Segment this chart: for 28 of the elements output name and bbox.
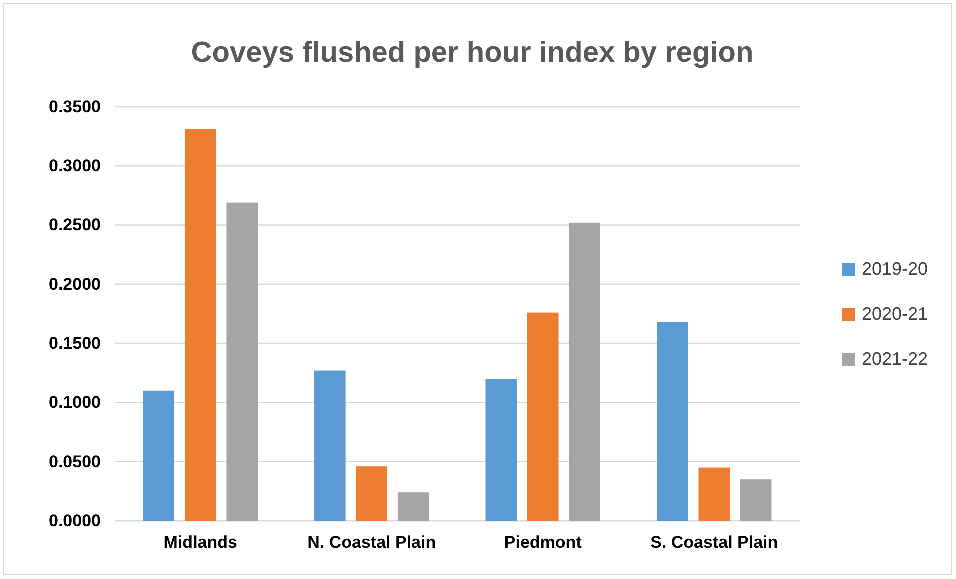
y-tick-label: 0.2500	[49, 216, 101, 235]
x-tick-label: S. Coastal Plain	[650, 533, 778, 552]
y-tick-label: 0.2000	[49, 274, 101, 294]
y-tick-label: 0.3500	[49, 97, 101, 116]
bar	[356, 466, 388, 521]
x-tick-label: Piedmont	[504, 533, 582, 552]
y-tick-label: 0.3000	[49, 156, 101, 176]
legend-label: 2021-22	[862, 349, 928, 369]
bar	[486, 379, 518, 521]
bar	[657, 322, 688, 521]
x-tick-label: Midlands	[164, 533, 238, 552]
bar	[740, 480, 772, 521]
y-tick-label: 0.0500	[49, 452, 101, 472]
bar	[569, 222, 600, 521]
y-tick-label: 0.0000	[49, 511, 101, 530]
legend-label: 2019-20	[862, 259, 928, 279]
bar	[398, 492, 430, 521]
bar	[314, 370, 346, 521]
y-tick-label: 0.1500	[49, 334, 101, 354]
bar	[698, 468, 730, 521]
chart-title: Coveys flushed per hour index by region	[191, 37, 754, 69]
bar	[527, 312, 559, 521]
bar	[184, 129, 216, 521]
x-tick-label: N. Coastal Plain	[308, 533, 436, 552]
bar	[143, 390, 175, 521]
y-tick-label: 0.1000	[49, 393, 101, 412]
bar	[226, 202, 258, 521]
legend-label: 2020-21	[862, 304, 928, 324]
